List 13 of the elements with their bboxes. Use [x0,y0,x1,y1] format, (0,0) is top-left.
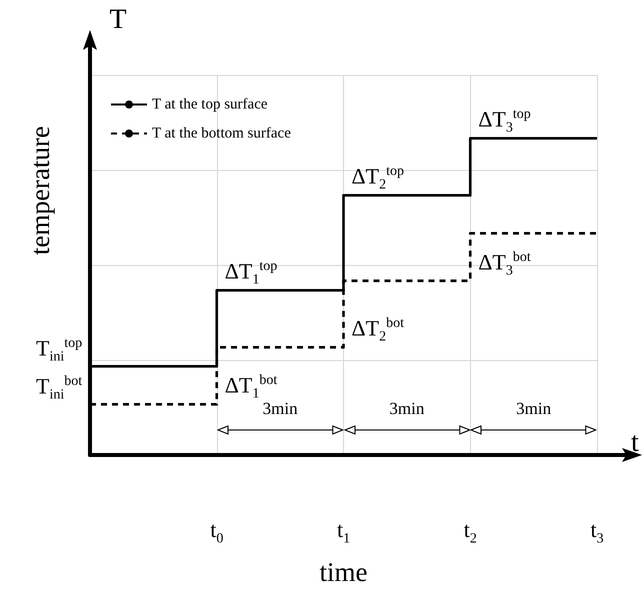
legend-label: T at the bottom surface [152,126,292,142]
x-tick-label: t$_{2}$ [464,516,477,546]
x-tick-label: t$_{3}$ [590,516,604,546]
annotation: 3min [516,398,552,418]
annotation: 3min [262,398,298,418]
annotation: 3min [389,398,424,418]
x-axis-title: time [320,556,368,586]
x-tick-label: t$_{1}$ [337,516,350,546]
x-tick-label: t$_{0}$ [210,516,224,546]
text: T [110,4,127,35]
text: t [631,427,639,458]
y-axis-title: temperature [24,126,54,254]
legend-label: T at the top surface [152,96,268,112]
